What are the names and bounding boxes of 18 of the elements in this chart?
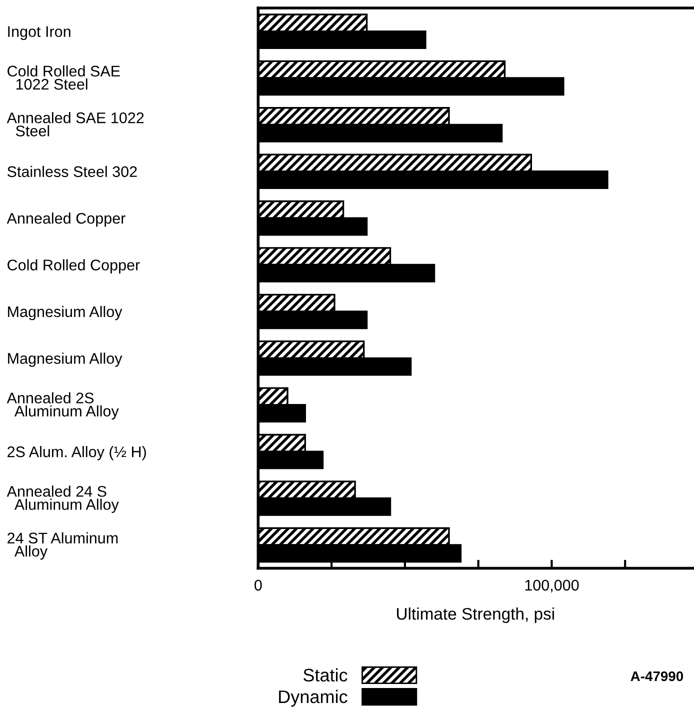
y-tick-label: Magnesium Alloy (8, 306, 122, 320)
y-tick-label: Cold Rolled SAE 1022 Steel (8, 65, 120, 90)
y-tick-label: Ingot Iron (8, 26, 70, 40)
legend-label: Static (303, 668, 348, 682)
y-tick-label: Annealed 24 S Aluminum Alloy (6, 486, 119, 513)
legend-label: Dynamic (279, 690, 348, 707)
y-tick-label: Annealed SAE 1022 Steel (6, 112, 144, 136)
text: A-47990 (630, 671, 684, 682)
y-tick-label: 2S Alum. Alloy (½ H) (8, 446, 146, 460)
x-axis-title: Ultimate Strength, psi (397, 608, 554, 624)
y-tick-label: Annealed Copper (6, 212, 126, 227)
y-tick-label: Annealed 2S Aluminum Alloy (6, 392, 119, 420)
x-tick-label: 0 (254, 580, 262, 591)
y-tick-label: Stainless Steel 302 (7, 166, 137, 178)
y-tick-label: Magnesium Alloy (8, 352, 122, 367)
y-tick-label: Cold Rolled Copper (8, 259, 140, 274)
y-tick-label: 24 ST Aluminum Alloy (8, 532, 118, 560)
x-tick-label: 100,000 (525, 580, 579, 592)
